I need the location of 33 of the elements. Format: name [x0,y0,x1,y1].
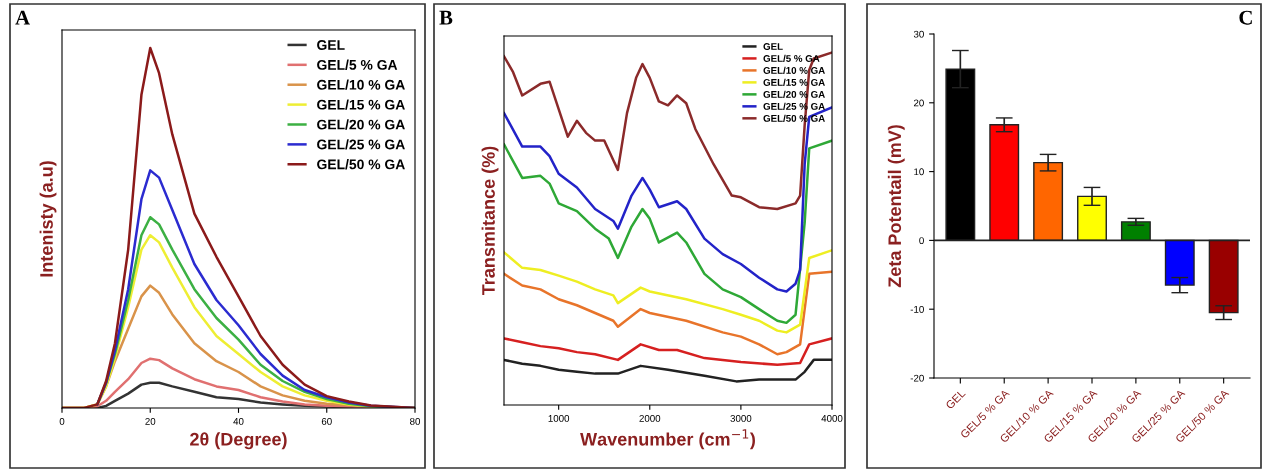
y-axis-title: Intenisty (a.u) [39,161,57,277]
y-tick-label: 20 [913,99,924,107]
x-tick-label: 2000 [639,414,661,422]
x-tick-label: 20 [145,417,156,425]
legend-label: GEL/20 % GA [317,119,405,130]
x-tick-label: 3000 [730,414,752,422]
x-axis-title: 2θ (Degree) [190,432,287,450]
y-tick-label: 10 [914,168,924,176]
legend-label: GEL [763,43,783,50]
y-axis-title: Zeta Potentail (mV) [887,125,905,288]
legend-label: GEL/10 % GA [763,66,825,74]
chart-title: B [439,10,453,25]
y-tick-label: 30 [913,30,924,38]
x-tick-label: 4000 [821,414,843,422]
y-tick-label: -10 [910,305,924,313]
legend-label: GEL [317,40,345,50]
x-tick-label: 40 [233,417,244,425]
legend-label: GEL/25 % GA [317,139,405,150]
x-axis-title: Wavenumber (cm$^{−1}$) [580,429,755,450]
x-tick-label: 60 [321,417,332,425]
x-tick-label: 0 [59,417,65,425]
legend-label: GEL/15 % GA [317,99,405,110]
x-tick-label: 80 [410,417,421,425]
x-tick-label: GEL [945,388,966,410]
y-tick-label: -20 [910,374,924,382]
y-axis-title: Transmitance (%) [481,146,499,296]
legend-label: GEL/50 % GA [317,159,405,170]
x-tick-label: 1000 [548,414,570,422]
chart-title: C [1239,10,1252,25]
legend-label: GEL/10 % GA [317,79,405,90]
y-tick-label: 0 [919,237,924,245]
chart-title: A [15,10,30,25]
legend-label: GEL/5 % GA [317,59,398,70]
